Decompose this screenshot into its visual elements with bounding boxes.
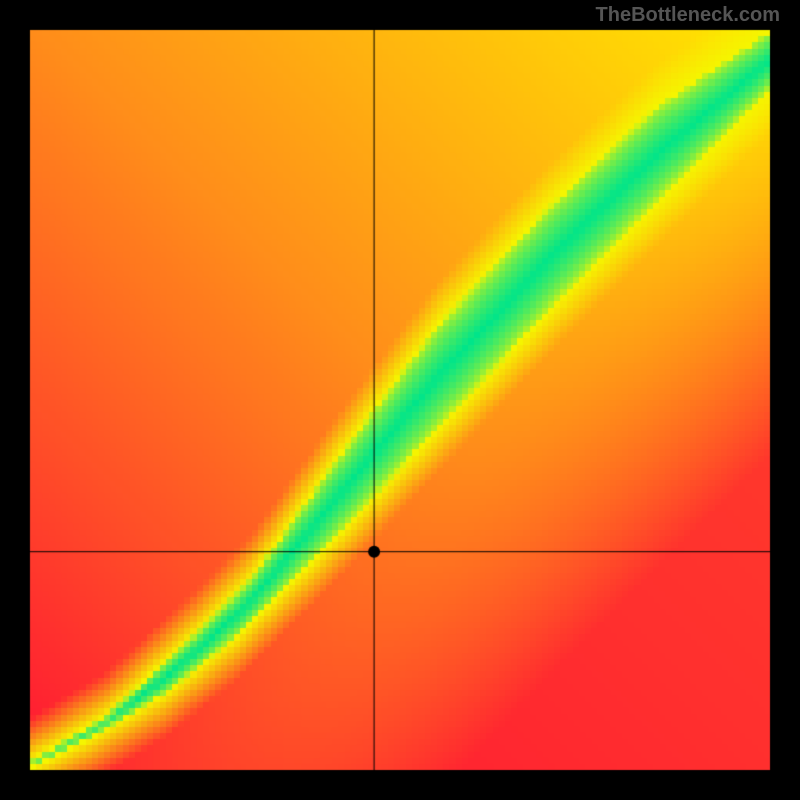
chart-container: TheBottleneck.com (0, 0, 800, 800)
heatmap-canvas (0, 0, 800, 800)
watermark-text: TheBottleneck.com (596, 4, 780, 27)
